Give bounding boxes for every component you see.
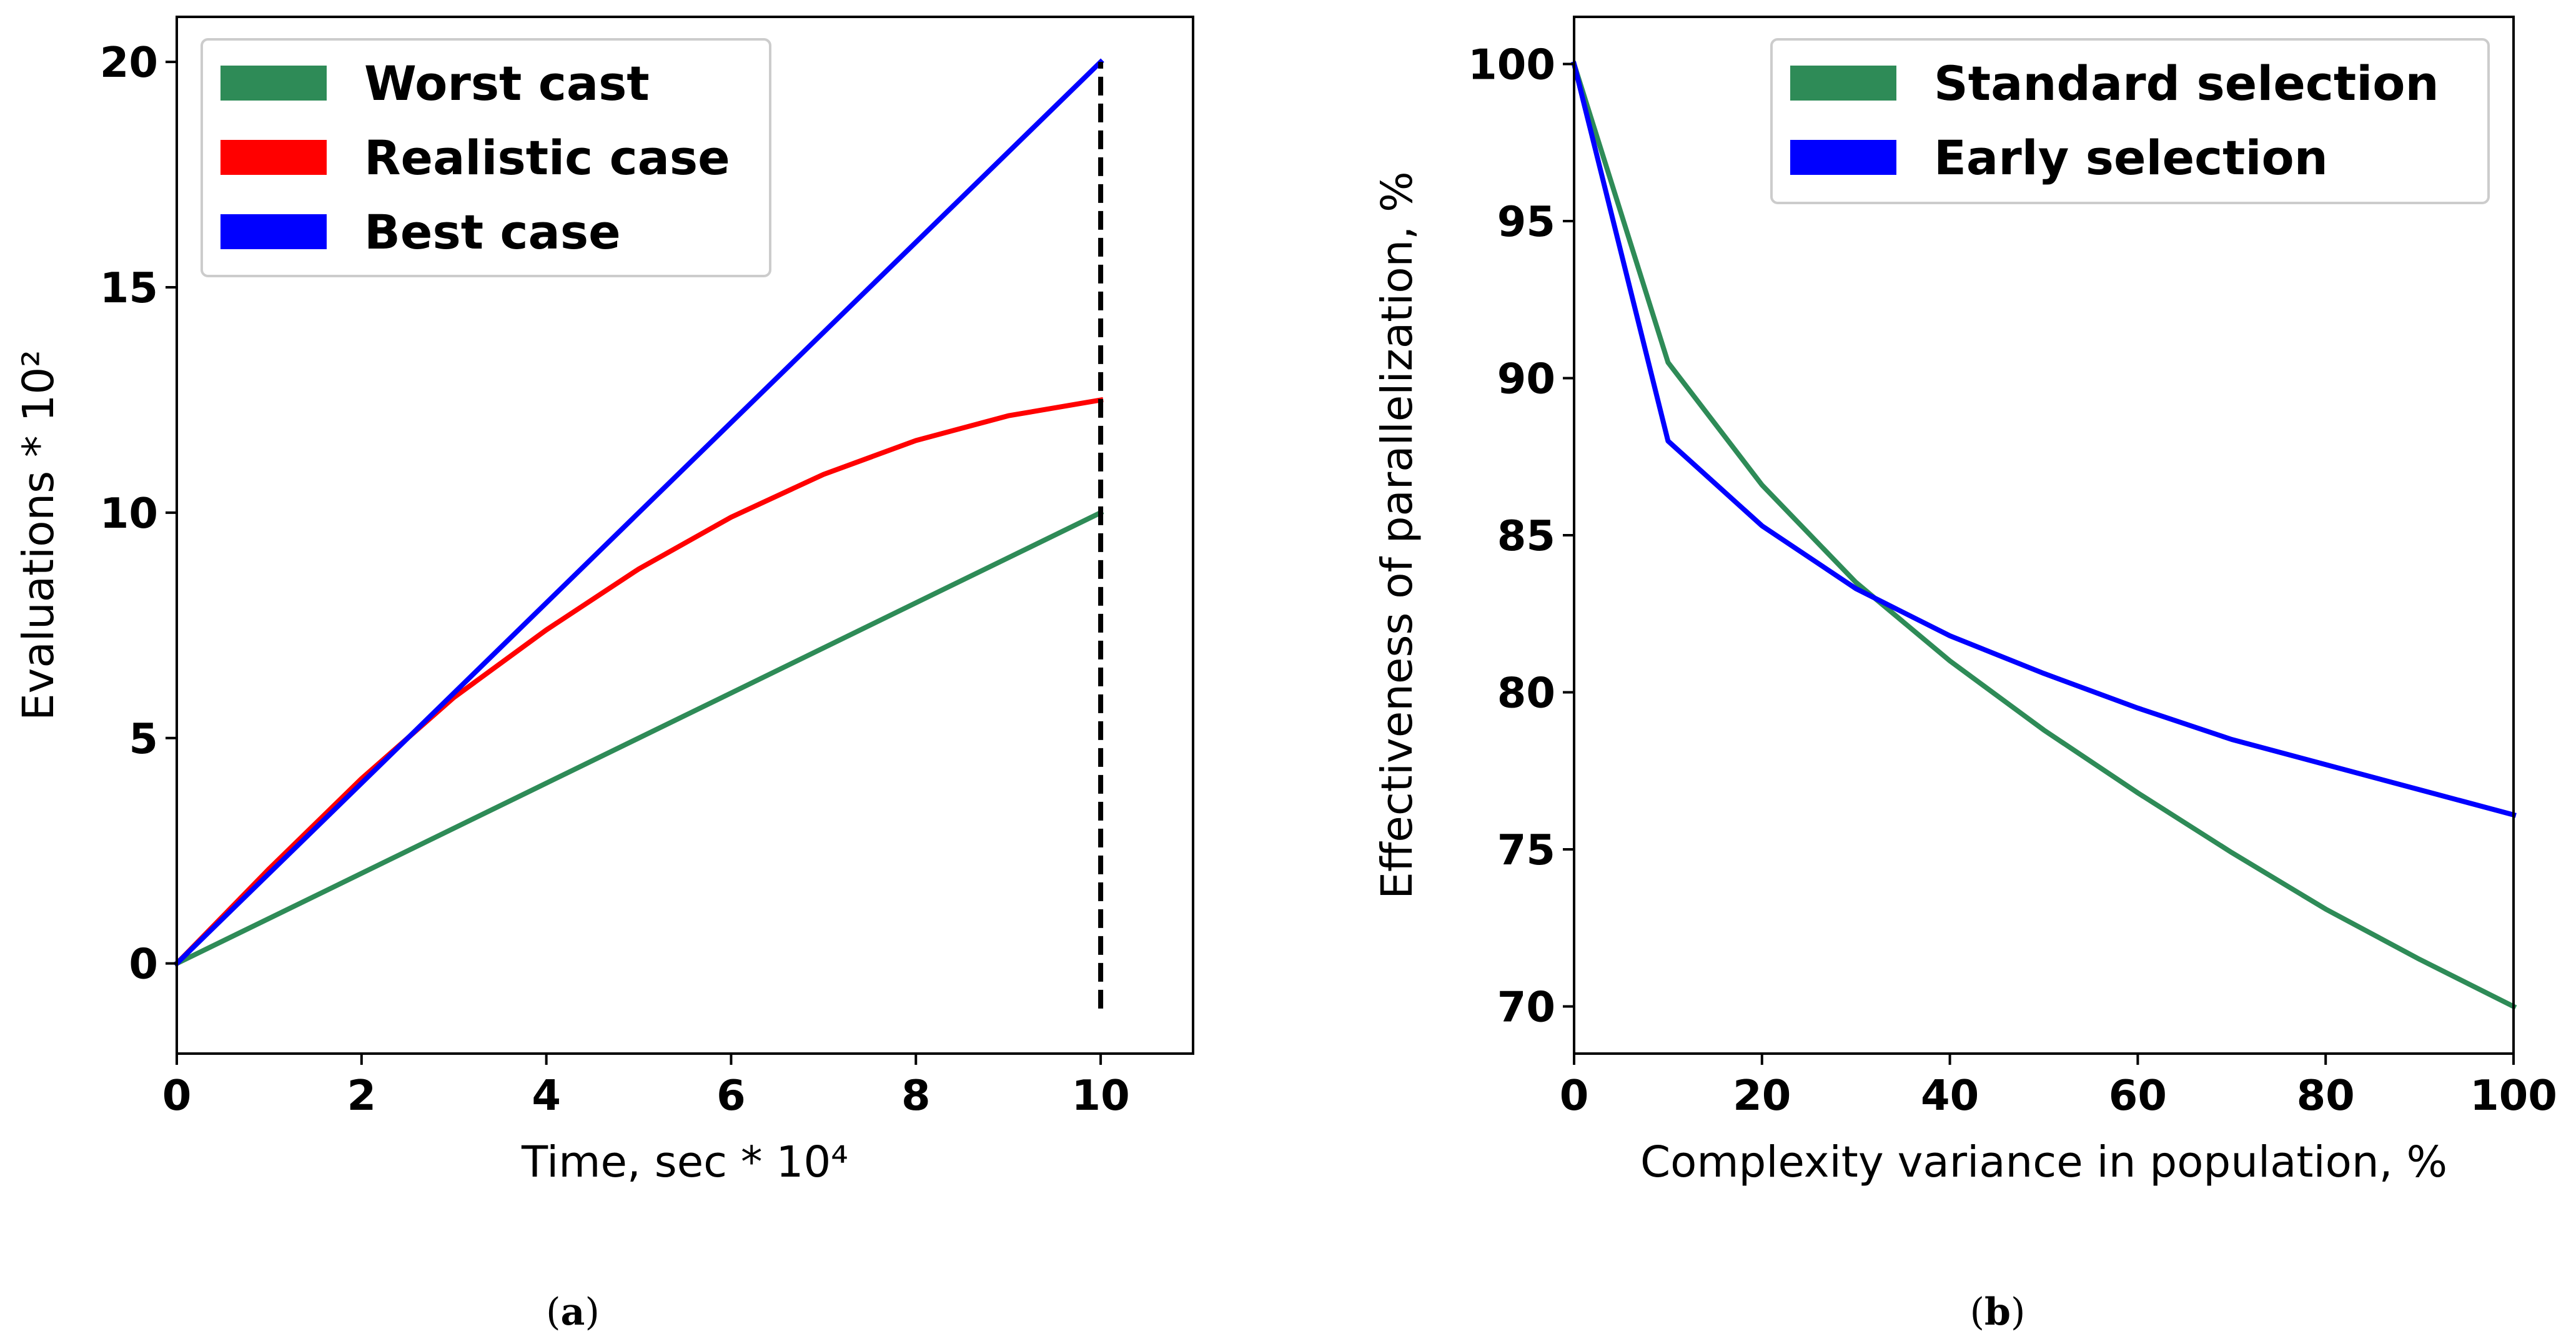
y-tick-label: 75: [1497, 826, 1555, 874]
y-tick-label: 15: [100, 264, 158, 312]
series-line-best-case: [173, 58, 1104, 967]
y-axis-label: Evaluations * 10²: [14, 350, 64, 721]
series-line-early-selection: [1571, 61, 2517, 818]
x-tick-label: 80: [2297, 1071, 2355, 1120]
y-tick-label: 95: [1497, 197, 1555, 246]
subfigure-caption: (b): [1970, 1290, 2026, 1334]
legend-swatch: [220, 66, 327, 101]
y-tick-label: 0: [129, 940, 158, 989]
legend-label: Early selection: [1934, 130, 2328, 185]
legend-label: Realistic case: [364, 130, 730, 185]
series-line-worst-cast: [173, 509, 1104, 967]
y-tick-label: 100: [1468, 40, 1555, 89]
subfigure-caption: (a): [546, 1290, 600, 1334]
x-tick-label: 40: [1921, 1071, 1979, 1120]
x-tick-label: 2: [347, 1071, 377, 1120]
x-tick-label: 10: [1071, 1071, 1129, 1120]
x-axis-label: Time, sec * 10⁴: [521, 1137, 848, 1187]
series-line-standard-selection: [1570, 61, 2517, 1010]
x-axis-label: Complexity variance in population, %: [1640, 1137, 2447, 1187]
y-axis-label: Effectiveness of parallelization, %: [1372, 171, 1422, 899]
y-tick-label: 20: [100, 38, 158, 87]
x-tick-label: 100: [2470, 1071, 2557, 1120]
legend-box: [201, 38, 771, 277]
series-line-realistic-case: [173, 397, 1104, 967]
legend-label: Standard selection: [1934, 56, 2439, 111]
y-tick-label: 70: [1497, 983, 1555, 1032]
legend: Standard selection Early selection: [1770, 38, 2490, 204]
legend-swatch: [1790, 66, 1896, 101]
axes-frame: [176, 16, 1194, 1055]
x-tick-label: 6: [716, 1071, 746, 1120]
y-tick-label: 80: [1497, 669, 1555, 718]
legend-swatch: [220, 140, 327, 175]
x-tick-label: 60: [2109, 1071, 2167, 1120]
x-tick-label: 8: [901, 1071, 931, 1120]
y-tick-label: 10: [100, 489, 158, 538]
chart-b: 0 20 40 60 80 100 70 75 80 85 90 95 100 Complexity va…: [1372, 16, 2557, 1334]
legend-box: [1770, 38, 2490, 204]
legend-swatch: [1790, 140, 1896, 175]
legend-label: Best case: [364, 204, 621, 260]
y-tick-label: 90: [1497, 354, 1555, 403]
x-tick-label: 0: [162, 1071, 192, 1120]
legend-label: Worst cast: [364, 56, 650, 111]
x-tick-label: 0: [1560, 1071, 1589, 1120]
x-tick-label: 4: [532, 1071, 561, 1120]
legend: Worst cast Realistic case Best case: [201, 38, 771, 277]
chart-a: 0 2 4 6 8 10 0 5 10 15 20 Time, sec * 10⁴ Evaluation…: [14, 16, 1194, 1334]
y-tick-label: 85: [1497, 511, 1555, 560]
y-tick-label: 5: [129, 714, 158, 763]
legend-swatch: [220, 214, 327, 249]
x-tick-label: 20: [1733, 1071, 1791, 1120]
